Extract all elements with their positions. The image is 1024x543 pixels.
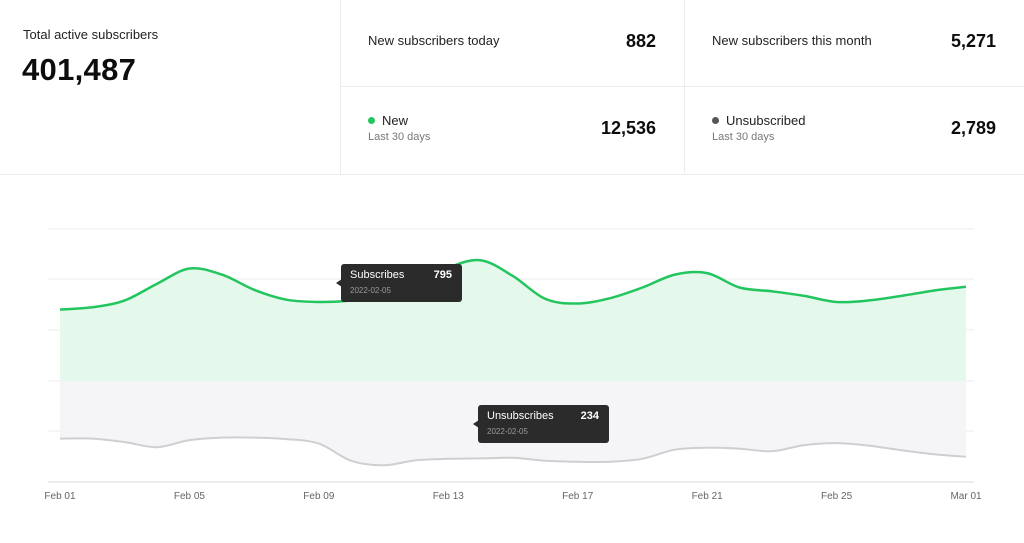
x-tick-label: Mar 01 [950,491,982,502]
stats-panel: Total active subscribers 401,487 New sub… [0,0,1024,175]
x-tick-label: Feb 21 [692,491,724,502]
tooltip-date: 2022-02-05 [350,286,391,295]
tooltip-box [478,405,609,443]
tooltip-pointer [473,420,479,428]
tooltip-date: 2022-02-05 [487,427,528,436]
legend-new-period: Last 30 days [368,131,431,143]
new-today-value: 882 [625,31,656,51]
legend-unsubscribed-card: Unsubscribed Last 30 days 2,789 [685,87,1024,173]
subscribes-line [59,258,967,311]
unsubscribes-line [59,436,967,467]
subscribes-tooltip: Subscribes 795 2022-02-05 [336,264,462,302]
legend-unsubscribed-label: Unsubscribed [726,113,806,128]
unsubscribes-tooltip: Unsubscribes 234 2022-02-05 [473,405,609,443]
subscribes-area [60,259,966,381]
x-tick-label: Feb 05 [174,491,206,502]
total-subscribers-label: Total active subscribers [23,27,159,42]
legend-unsubscribed-period: Last 30 days [712,131,775,143]
new-month-card: New subscribers this month 5,271 [685,0,1024,87]
legend-new-card: New Last 30 days 12,536 [341,87,685,173]
tooltip-label: Subscribes [350,269,405,281]
x-tick-label: Feb 17 [562,491,594,502]
new-month-label: New subscribers this month [712,33,872,48]
new-today-label: New subscribers today [368,33,500,48]
tooltip-value: 795 [434,269,452,281]
tooltip-label: Unsubscribes [487,410,554,422]
tooltip-pointer [336,279,342,287]
new-today-card: New subscribers today 882 [341,0,685,87]
subscribers-chart: Feb 01 Feb 05 Feb 09 Feb 13 Feb 17 Feb 21 Feb … [44,228,982,502]
tooltip-value: 234 [581,410,600,422]
legend-unsubscribed-value: 2,789 [950,118,996,138]
new-month-value: 5,271 [950,31,996,51]
x-tick-label: Feb 01 [44,491,76,502]
legend-new-label: New [382,113,409,128]
legend-unsubscribed: Unsubscribed [712,113,806,128]
tooltip-box [341,264,462,302]
legend-new: New [368,113,408,128]
x-tick-label: Feb 13 [433,491,465,502]
total-subscribers-card: Total active subscribers 401,487 [0,0,341,174]
green-dot-icon [368,117,375,124]
total-subscribers-value: 401,487 [22,52,137,87]
legend-new-value: 12,536 [600,118,656,138]
x-tick-label: Feb 25 [821,491,853,502]
gray-dot-icon [712,117,719,124]
x-tick-label: Feb 09 [303,491,335,502]
